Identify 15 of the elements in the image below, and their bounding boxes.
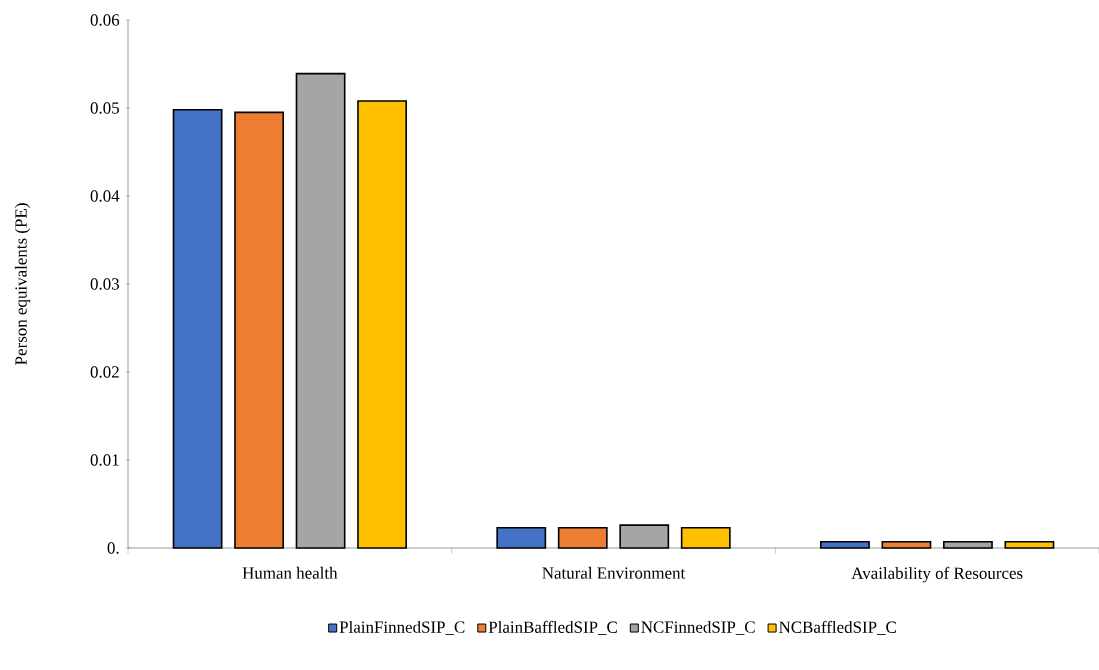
x-tick-label: Human health [242, 566, 338, 579]
y-tick-label: 0.04 [90, 190, 120, 202]
legend-label: NCBaffledSIP_C [779, 620, 896, 635]
y-tick-label: 0.01 [90, 454, 119, 466]
y-tick-label: 0. [107, 542, 119, 554]
x-tick-label: Natural Environment [542, 566, 686, 579]
x-tick-label: Availability of Resources [851, 566, 1023, 583]
y-axis-title: Person equivalents (PE) [14, 203, 31, 365]
y-tick-label: 0.06 [90, 14, 120, 26]
legend-label: NCFinnedSIP_C [641, 620, 755, 635]
y-tick-label: 0.02 [90, 366, 119, 378]
y-tick-label: 0.05 [90, 102, 120, 114]
legend-label: PlainBaffledSIP_C [488, 620, 617, 635]
legend-label: PlainFinnedSIP_C [339, 620, 465, 635]
y-tick-label: 0.03 [90, 278, 120, 290]
